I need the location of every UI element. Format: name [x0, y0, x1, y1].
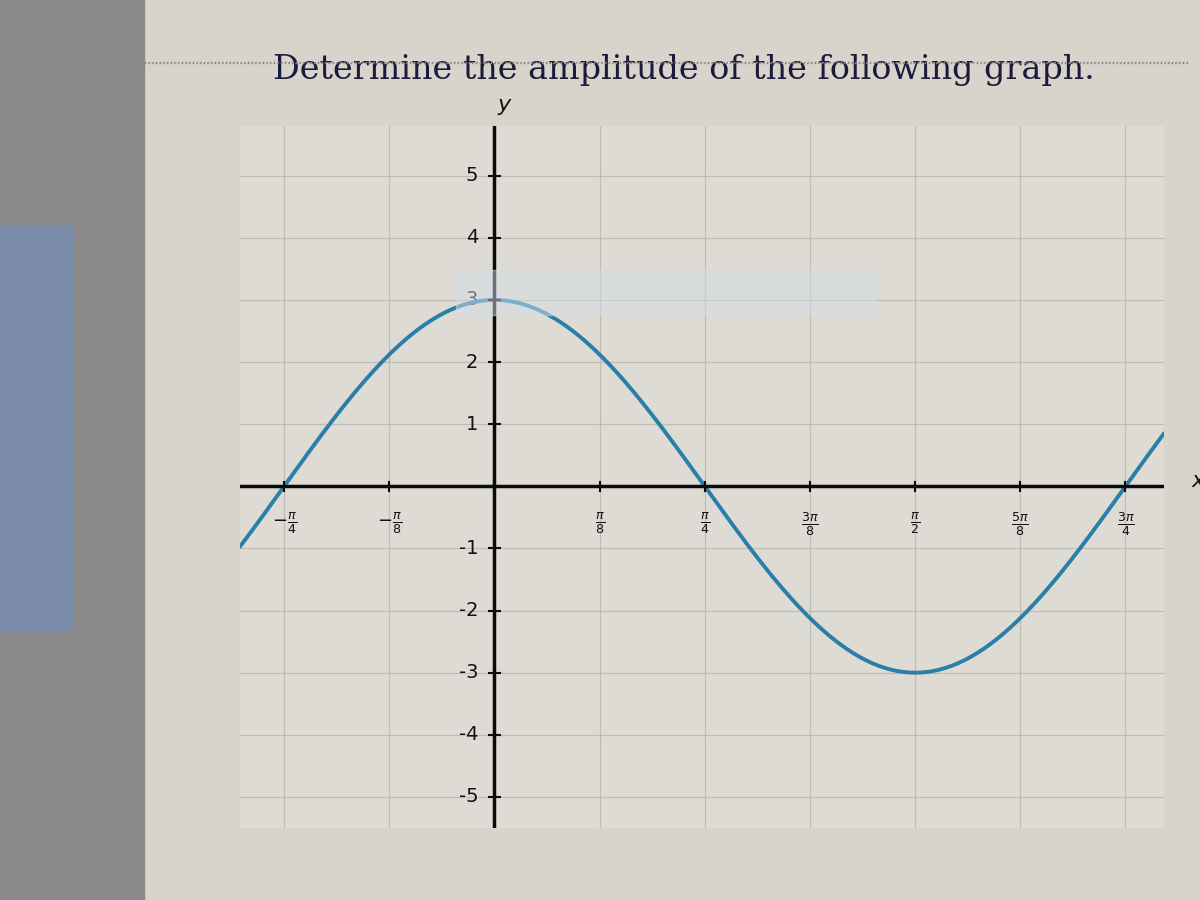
- Text: 4: 4: [466, 229, 479, 248]
- Text: $x$: $x$: [1190, 472, 1200, 491]
- Text: $\frac{\pi}{4}$: $\frac{\pi}{4}$: [700, 510, 709, 536]
- Text: 5: 5: [466, 166, 479, 185]
- Text: $-\frac{\pi}{8}$: $-\frac{\pi}{8}$: [377, 510, 402, 536]
- Text: $\frac{\pi}{2}$: $\frac{\pi}{2}$: [910, 510, 920, 536]
- Text: 2: 2: [466, 353, 479, 372]
- Text: 1: 1: [466, 415, 479, 434]
- Text: $\frac{\pi}{8}$: $\frac{\pi}{8}$: [595, 510, 605, 536]
- Text: -2: -2: [458, 601, 479, 620]
- Text: $\frac{5\pi}{8}$: $\frac{5\pi}{8}$: [1012, 510, 1030, 538]
- Text: $\frac{3\pi}{8}$: $\frac{3\pi}{8}$: [802, 510, 818, 538]
- Text: $y$: $y$: [497, 96, 514, 117]
- Text: -1: -1: [458, 539, 479, 558]
- Text: -5: -5: [458, 788, 479, 806]
- Text: -3: -3: [458, 663, 479, 682]
- Text: -4: -4: [458, 725, 479, 744]
- Text: $\frac{3\pi}{4}$: $\frac{3\pi}{4}$: [1116, 510, 1134, 538]
- Text: $-\frac{\pi}{4}$: $-\frac{\pi}{4}$: [271, 510, 296, 536]
- Text: Determine the amplitude of the following graph.: Determine the amplitude of the following…: [274, 54, 1094, 86]
- Text: 3: 3: [466, 291, 479, 310]
